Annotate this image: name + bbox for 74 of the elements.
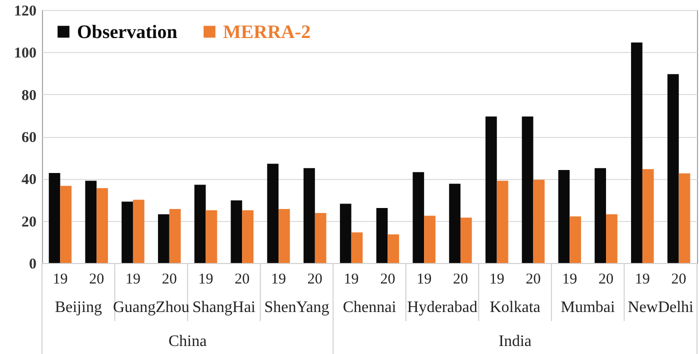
bar — [242, 210, 254, 263]
x-tick-label: 19 — [271, 272, 286, 288]
bar — [424, 216, 436, 263]
bar — [642, 169, 654, 263]
x-tick-label: 20 — [89, 272, 104, 288]
bar — [558, 170, 570, 263]
x-tick-label: 20 — [598, 272, 614, 288]
bar — [522, 116, 534, 263]
bar — [314, 213, 326, 263]
legend-label: Observation — [77, 22, 178, 43]
bar — [304, 168, 315, 263]
x-tick-label: 19 — [125, 272, 140, 288]
bar — [230, 200, 242, 263]
text: Hyderabad — [407, 299, 478, 316]
bar — [278, 209, 290, 263]
bar — [460, 218, 472, 263]
y-tick-label: 60 — [22, 130, 36, 146]
bar — [206, 210, 218, 263]
legend-label: MERRA-2 — [223, 22, 311, 43]
text: India — [498, 333, 532, 350]
x-tick-label: 19 — [416, 272, 432, 288]
y-tick-label: 80 — [22, 88, 36, 104]
text: NewDelhi — [628, 299, 694, 316]
text: Chennai — [342, 299, 397, 316]
text: ShangHai — [192, 299, 256, 316]
bar — [485, 116, 497, 263]
bar — [340, 204, 352, 263]
bar — [60, 186, 72, 263]
bar — [267, 164, 279, 263]
text: Mumbai — [560, 299, 616, 316]
bar — [132, 200, 144, 263]
bar — [122, 202, 133, 263]
bar — [678, 173, 690, 263]
x-tick-label: 19 — [52, 272, 68, 288]
text: ShenYang — [264, 299, 330, 316]
bar — [606, 214, 618, 263]
y-tick-label: 0 — [29, 256, 36, 272]
x-tick-label: 20 — [452, 272, 468, 288]
bar — [194, 184, 206, 263]
x-tick-label: 20 — [380, 272, 396, 288]
bar — [594, 168, 606, 263]
bar — [496, 180, 508, 263]
y-tick-label: 40 — [22, 172, 36, 188]
bar — [667, 74, 679, 263]
y-tick-label: 20 — [22, 214, 36, 230]
x-tick-label: 19 — [198, 272, 214, 288]
text: China — [168, 333, 207, 350]
bar — [412, 172, 424, 263]
bar — [533, 180, 545, 263]
y-tick-label: 120 — [14, 4, 36, 20]
bar — [85, 180, 97, 263]
bar — [158, 214, 170, 263]
x-tick-label: 20 — [307, 272, 322, 288]
x-tick-label: 20 — [234, 272, 250, 288]
bar — [376, 208, 388, 263]
bar — [388, 234, 400, 263]
y-tick-label: 100 — [14, 46, 36, 62]
x-tick-label: 20 — [671, 272, 686, 288]
text: Beijing — [54, 299, 102, 316]
text: GuangZhou — [112, 299, 190, 316]
x-tick-label: 19 — [634, 272, 650, 288]
bar — [48, 172, 60, 263]
bar — [169, 209, 181, 263]
x-tick-label: 20 — [162, 272, 177, 288]
text: Kolkata — [490, 299, 540, 316]
x-tick-label: 19 — [562, 272, 578, 288]
x-tick-label: 20 — [526, 272, 541, 288]
bar — [570, 216, 582, 263]
x-tick-label: 19 — [344, 272, 359, 288]
x-tick-label: 19 — [489, 272, 504, 288]
bar — [96, 188, 108, 263]
bar — [449, 184, 460, 263]
bar — [631, 42, 642, 263]
bar — [351, 232, 363, 263]
